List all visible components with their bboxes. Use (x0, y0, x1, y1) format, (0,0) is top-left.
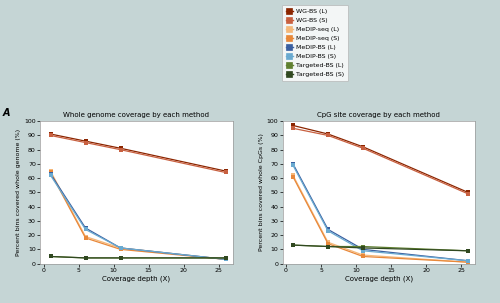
Y-axis label: Percent bins covered whole CpGs (%): Percent bins covered whole CpGs (%) (259, 133, 264, 251)
Title: CpG site coverage by each method: CpG site coverage by each method (318, 112, 440, 118)
Title: Whole genome coverage by each method: Whole genome coverage by each method (63, 112, 209, 118)
Legend: WG-BS (L), WG-BS (S), MeDIP-seq (L), MeDIP-seq (S), MeDIP-BS (L), MeDIP-BS (S), : WG-BS (L), WG-BS (S), MeDIP-seq (L), MeD… (282, 5, 348, 81)
X-axis label: Coverage depth (X): Coverage depth (X) (344, 275, 413, 282)
X-axis label: Coverage depth (X): Coverage depth (X) (102, 275, 170, 282)
Text: A: A (2, 108, 10, 118)
Y-axis label: Percent bins covered whole genome (%): Percent bins covered whole genome (%) (16, 129, 21, 256)
